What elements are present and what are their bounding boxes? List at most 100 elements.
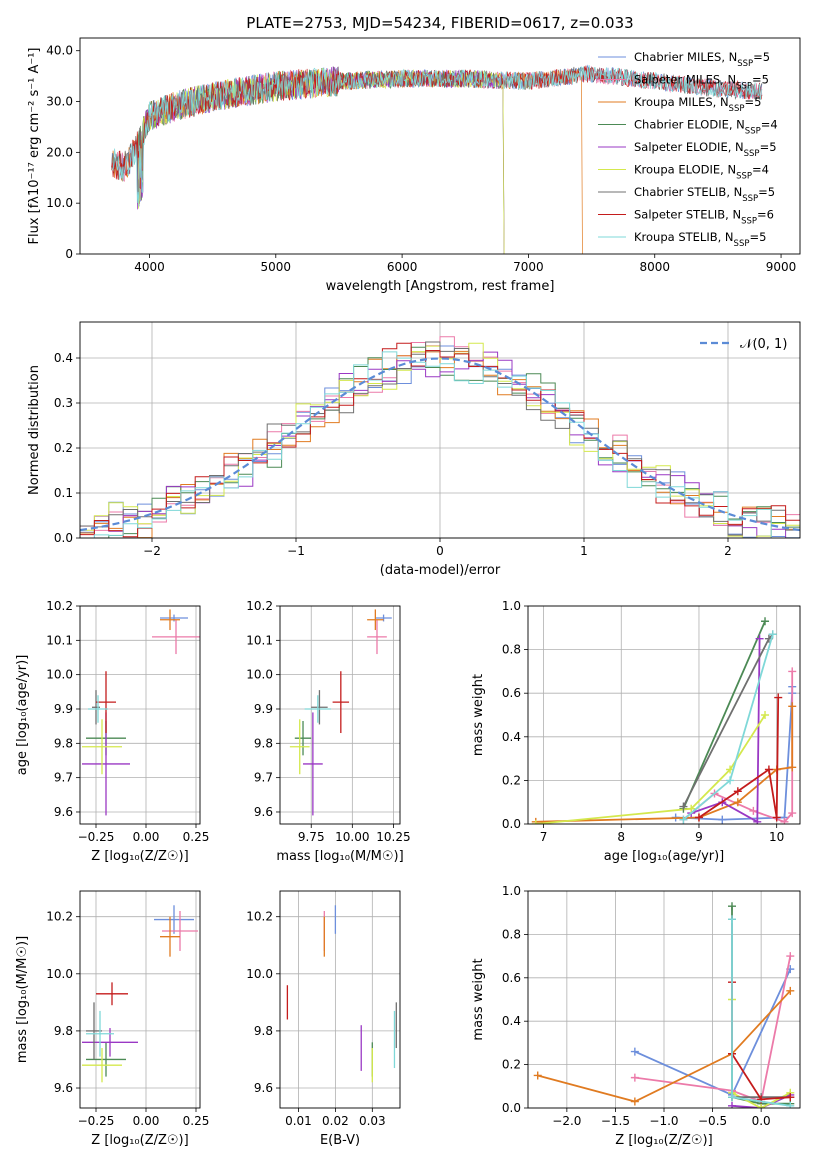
errorbar-kroupa-elodie	[289, 719, 310, 775]
age_vs_Z-axes: −0.25 0.00 0.25 9.6 9.7 9.8 9.9 10.0 10.1 10.2 Z […	[15, 599, 209, 864]
weight-line	[634, 955, 792, 1103]
x-axis-label: E(B-V)	[320, 1133, 360, 1148]
y-tick-label: 0.4	[502, 1014, 521, 1028]
errorbar-salpeter-stelib	[332, 671, 350, 734]
hist-kroupa-stelib	[80, 351, 800, 538]
x-tick-label: 0.0	[752, 1114, 771, 1128]
x-tick-label: 5000	[261, 260, 292, 274]
y-tick-label: 0.0	[502, 1101, 521, 1115]
legend-entry: Kroupa ELODIE, NSSP=4	[634, 163, 769, 182]
weight-marker	[533, 1071, 542, 1080]
weight-marker	[679, 802, 688, 811]
weight-marker	[788, 809, 797, 818]
x-tick-label: 6000	[387, 260, 418, 274]
errorbar-chabrier-stelib	[311, 690, 328, 725]
legend-entry: 𝒩(0, 1)	[740, 337, 787, 352]
weight-marker	[761, 617, 770, 626]
weights-chabrier-elodie	[679, 617, 770, 813]
figure-title: PLATE=2753, MJD=54234, FIBERID=0617, z=0…	[246, 14, 633, 32]
x-tick-label: 0.00	[133, 830, 160, 844]
weight-marker	[726, 776, 735, 785]
x-tick-label: 0.25	[183, 1114, 210, 1128]
normal-curve	[80, 357, 800, 532]
legend-entry: Chabrier MILES, NSSP=5	[634, 50, 770, 69]
x-tick-label: 8	[617, 830, 625, 844]
y-axis-label: Flux [fλ10⁻¹⁷ erg cm⁻² s⁻¹ A⁻¹]	[27, 48, 42, 245]
y-tick-label: 0.2	[502, 773, 521, 787]
legend-entry: Chabrier ELODIE, NSSP=4	[634, 118, 778, 137]
errorbar-chabrier-elodie	[294, 721, 312, 756]
weight-line	[682, 620, 766, 810]
y-tick-label: 10.0	[46, 668, 73, 682]
residuals-plot-area	[80, 336, 800, 538]
y-tick-label: 0.6	[502, 971, 521, 985]
x-tick-label: 9000	[766, 260, 797, 274]
axes-frame	[79, 605, 201, 825]
errorbar-kroupa-stelib	[88, 695, 108, 723]
weight-marker	[757, 1104, 766, 1108]
axes-frame	[279, 605, 401, 825]
x-tick-label: 9	[695, 830, 703, 844]
weights-kroupa-stelib	[728, 915, 795, 1108]
x-tick-label: 0.25	[183, 830, 210, 844]
legend-entry: Kroupa STELIB, NSSP=5	[634, 230, 766, 249]
age_vs_mass-axes: 9.75 10.00 10.25 9.6 9.7 9.8 9.9 10.0 10.1 10.2 ma…	[246, 599, 410, 864]
weight-marker	[755, 634, 764, 643]
x-axis-label: mass [log₁₀(M/M☉)]	[276, 849, 403, 864]
x-tick-label: 0.01	[285, 1114, 312, 1128]
y-tick-label: 1.0	[502, 599, 521, 613]
y-tick-label: 30.0	[46, 95, 73, 109]
y-tick-label: 9.6	[254, 805, 273, 819]
y-tick-label: 9.6	[254, 1081, 273, 1095]
x-tick-label: 0.00	[133, 1114, 160, 1128]
x-tick-label: −2.0	[552, 1114, 581, 1128]
y-tick-label: 10.0	[46, 967, 73, 981]
legend-entry: Salpeter STELIB, NSSP=6	[634, 208, 774, 227]
x-tick-label: 1	[580, 544, 588, 558]
x-tick-label: −0.5	[698, 1114, 727, 1128]
legend-entry: Chabrier STELIB, NSSP=5	[634, 185, 775, 204]
weight-marker	[774, 693, 783, 702]
errorbar-salpeter-miles	[152, 619, 200, 655]
weight_vs_Z-plot-area	[533, 902, 795, 1108]
x-tick-label: 10.00	[335, 830, 369, 844]
y-tick-label: 9.7	[254, 771, 273, 785]
mass_vs_ebv-axes: 0.01 0.02 0.03 9.6 9.8 10.0 10.2 E(B-V)	[246, 890, 401, 1148]
weight-marker	[718, 815, 727, 824]
x-axis-label: (data-model)/error	[380, 563, 501, 578]
weight-marker	[788, 702, 797, 711]
weight_vs_age-axes: 7 8 9 10 0.0 0.2 0.4 0.6 0.8 1.0 age [log₁₀(age/yr…	[471, 599, 801, 864]
y-tick-label: 0.0	[502, 817, 521, 831]
weight-marker	[531, 820, 540, 824]
y-tick-label: 10.0	[246, 967, 273, 981]
age_vs_Z-plot-area	[82, 609, 200, 816]
x-tick-label: 9.75	[298, 830, 325, 844]
weight_vs_Z-axes: −2.0 −1.5 −1.0 −0.5 0.0 0.0 0.2 0.4 0.6 0.8 1.0 Z […	[471, 884, 801, 1148]
errorbar-chabrier-stelib	[92, 690, 100, 725]
weight-marker	[764, 765, 773, 774]
errorbar-salpeter-miles	[367, 619, 387, 655]
y-tick-label: 40.0	[46, 44, 73, 58]
x-tick-label: 7	[540, 830, 548, 844]
y-tick-label: 9.6	[54, 1081, 73, 1095]
x-tick-label: 0	[436, 544, 444, 558]
residuals-axes: −2 −1 0 1 2 0.0 0.1 0.2 0.3 0.4 (data-model)/error…	[27, 321, 801, 578]
x-tick-label: −2	[143, 544, 161, 558]
y-tick-label: 9.6	[54, 805, 73, 819]
x-tick-label: 2	[724, 544, 732, 558]
weight-line	[731, 1094, 791, 1108]
x-tick-label: 0.02	[322, 1114, 349, 1128]
y-tick-label: 10.2	[46, 910, 73, 924]
errorbar-salpeter-stelib	[96, 982, 128, 1006]
y-tick-label: 0.8	[502, 643, 521, 657]
y-tick-label: 0.2	[54, 441, 73, 455]
weight-marker	[786, 986, 795, 995]
spectrum-plot-area	[111, 64, 763, 254]
hist-salpeter-stelib	[80, 342, 800, 538]
x-axis-label: Z [log₁₀(Z/Z☉)]	[91, 849, 188, 864]
y-tick-label: 9.8	[54, 1024, 73, 1038]
weight-marker	[694, 813, 703, 822]
weights-kroupa-miles	[533, 986, 795, 1106]
y-axis-label: age [log₁₀(age/yr)]	[15, 655, 30, 776]
weights-kroupa-stelib	[679, 630, 777, 824]
